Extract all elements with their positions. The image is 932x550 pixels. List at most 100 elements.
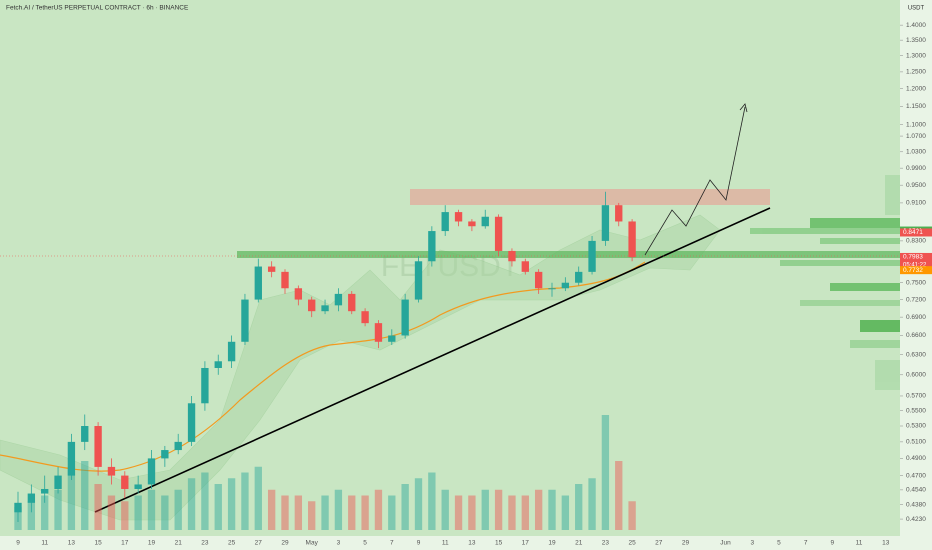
x-tick-label: 13 — [68, 540, 76, 547]
candle-body — [334, 293, 343, 306]
candle-body — [121, 475, 129, 489]
candle-body — [601, 205, 610, 241]
candle-body — [628, 221, 636, 258]
y-tick-label: 0.6900 — [906, 314, 926, 321]
y-tick-label: 1.4000 — [906, 22, 926, 29]
profile-bar — [780, 260, 900, 266]
candle-body — [147, 458, 156, 485]
y-tick-label: 0.6300 — [906, 351, 926, 358]
volume-bar — [334, 489, 343, 530]
candle-body — [227, 341, 236, 362]
volume-bar — [227, 478, 236, 530]
volume-bar — [374, 489, 383, 530]
x-tick-label: 5 — [777, 540, 781, 547]
x-tick-label: 11 — [442, 540, 449, 547]
resistance-zone — [410, 189, 770, 205]
candle-body — [174, 441, 182, 451]
candle-body — [588, 240, 596, 272]
x-tick-label: 15 — [495, 540, 503, 547]
x-tick-label: 9 — [16, 540, 20, 547]
candle-body — [428, 231, 436, 262]
y-tick-label: 0.4380 — [906, 501, 926, 508]
profile-bar — [810, 218, 900, 228]
candle-body — [414, 261, 423, 300]
volume-bar — [67, 466, 76, 530]
volume-bar — [81, 461, 89, 530]
y-tick-label: 0.4540 — [906, 487, 926, 494]
x-tick-label: 15 — [94, 540, 102, 547]
y-tick-label: 0.4700 — [906, 472, 926, 479]
x-tick-label: 19 — [148, 540, 156, 547]
volume-bar — [601, 415, 610, 530]
x-tick-label: 17 — [121, 540, 129, 547]
volume-bar — [521, 495, 529, 530]
x-tick-label: 23 — [201, 540, 209, 547]
trendline — [94, 207, 771, 513]
x-tick-label: May — [306, 540, 319, 547]
volume-bar — [27, 501, 36, 530]
volume-bar — [254, 466, 262, 530]
y-tick-label: 0.6600 — [906, 332, 926, 339]
candle-body — [374, 323, 383, 342]
x-tick-label: 11 — [41, 540, 48, 547]
volume-bar — [308, 501, 316, 530]
profile-bar — [885, 175, 900, 215]
x-tick-label: 3 — [750, 540, 754, 547]
candle-body — [107, 466, 116, 476]
candle-body — [81, 426, 89, 442]
profile-bar — [860, 320, 900, 332]
candle-body — [308, 299, 316, 312]
candle-body — [187, 403, 196, 442]
x-tick-label: 21 — [575, 540, 583, 547]
volume-bar — [281, 495, 289, 530]
countdown: 05:41:22 — [903, 263, 927, 269]
price-tag — [900, 252, 932, 269]
x-tick-label: 27 — [255, 540, 263, 547]
x-tick-label: 7 — [804, 540, 808, 547]
volume-bar — [361, 495, 369, 530]
x-tick-label: 7 — [390, 540, 394, 547]
volume-bar — [41, 495, 49, 530]
profile-bar — [875, 360, 900, 390]
x-tick-label: 3 — [337, 540, 341, 547]
y-tick-label: 1.0300 — [906, 149, 926, 156]
candle-body — [201, 367, 209, 404]
volume-bar — [615, 461, 623, 530]
price-tag — [900, 266, 932, 275]
candle-body — [281, 271, 289, 289]
volume-bar — [575, 484, 583, 530]
volume-bar — [187, 478, 196, 530]
price-tag-label: 0.7983 — [903, 254, 923, 261]
candle-body — [388, 335, 396, 342]
volume-bar — [54, 489, 62, 530]
volume-bar — [214, 484, 222, 530]
candle-body — [575, 271, 583, 283]
moving-average — [0, 261, 646, 472]
volume-bar — [134, 495, 142, 530]
x-tick-label: 17 — [522, 540, 530, 547]
x-tick-label: 19 — [548, 540, 556, 547]
y-tick-label: 1.0700 — [906, 133, 926, 140]
candle-body — [401, 299, 409, 336]
y-tick-label: 1.3500 — [906, 37, 926, 44]
y-tick-label: 0.7200 — [906, 296, 926, 303]
x-tick-label: 29 — [281, 540, 289, 547]
volume-bar — [548, 489, 556, 530]
volume-bar — [428, 472, 436, 530]
candle-body — [254, 266, 262, 300]
y-tick-label: 0.9500 — [906, 182, 926, 189]
volume-bar — [174, 489, 182, 530]
volume-bar — [388, 495, 396, 530]
volume-bar — [241, 472, 249, 530]
volume-bar — [454, 495, 463, 530]
x-tick-label: 25 — [228, 540, 236, 547]
x-tick-label: 11 — [856, 540, 863, 547]
volume-profile — [750, 175, 900, 390]
profile-bar — [830, 283, 900, 291]
volume-bar — [107, 495, 116, 530]
candle-body — [214, 361, 222, 368]
x-tick-label: 13 — [882, 540, 890, 547]
volume-bar — [534, 489, 543, 530]
candle-body — [361, 311, 369, 324]
